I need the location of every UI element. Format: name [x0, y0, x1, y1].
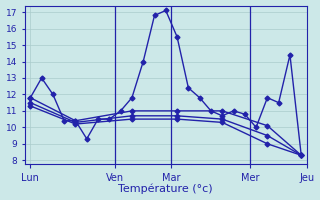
X-axis label: Température (°c): Température (°c) [118, 184, 213, 194]
